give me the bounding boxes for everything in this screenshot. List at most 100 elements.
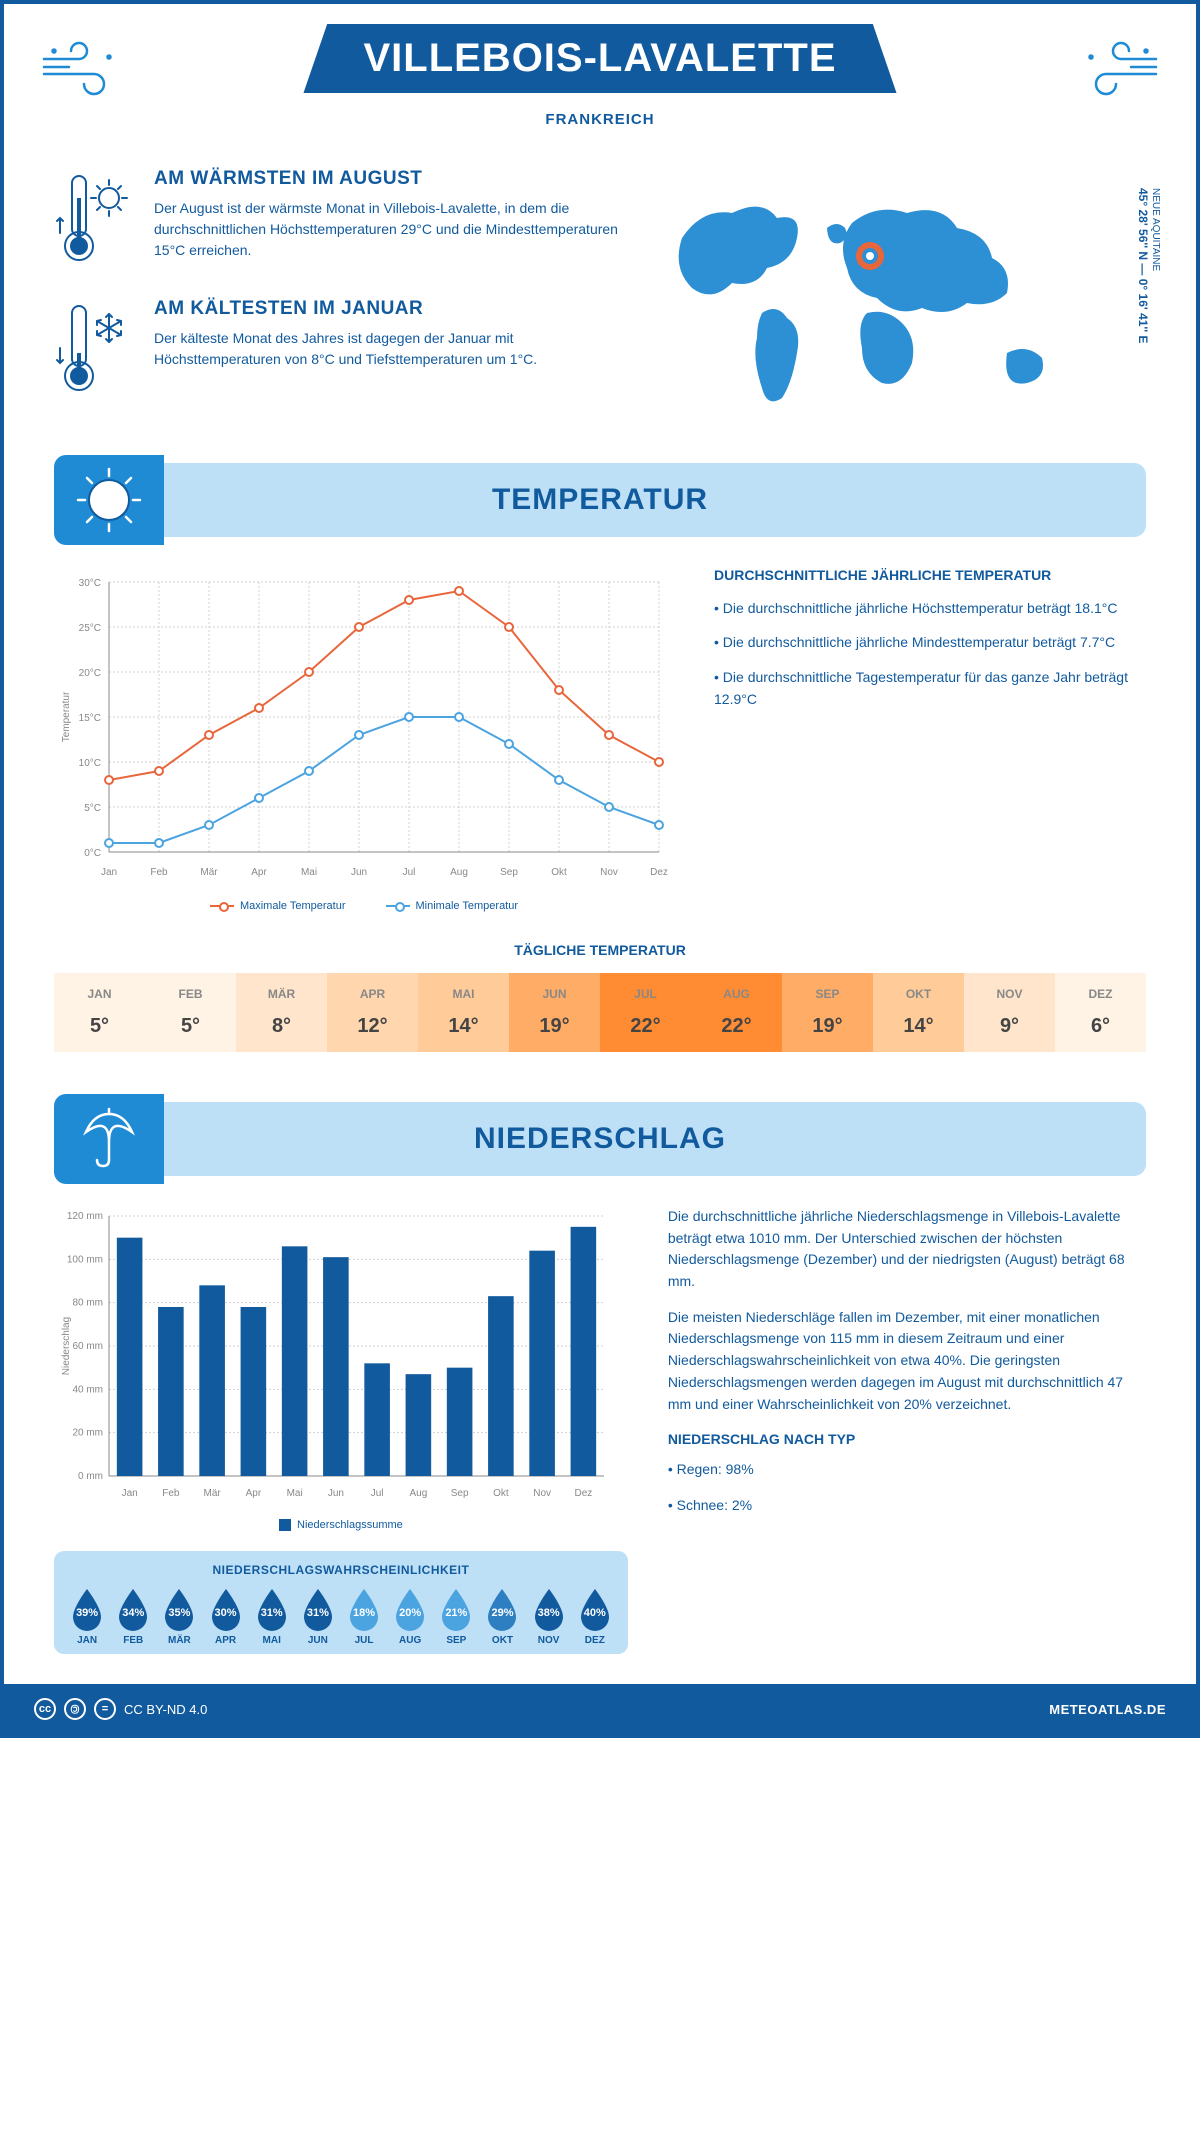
temp-legend: Maximale Temperatur Minimale Temperatur xyxy=(54,900,674,912)
svg-text:120 mm: 120 mm xyxy=(67,1211,103,1222)
svg-text:100 mm: 100 mm xyxy=(67,1254,103,1265)
coordinates: NEUE AQUITAINE 45° 28' 56'' N — 0° 16' 4… xyxy=(1136,188,1161,343)
daily-temp-cell: OKT14° xyxy=(873,973,964,1052)
svg-text:Jul: Jul xyxy=(371,1488,384,1499)
cold-fact-text: AM KÄLTESTEN IM JANUAR Der kälteste Mona… xyxy=(154,298,622,403)
umbrella-icon xyxy=(54,1094,164,1184)
daily-temp-cell: MÄR8° xyxy=(236,973,327,1052)
temperature-summary: DURCHSCHNITTLICHE JÄHRLICHE TEMPERATUR •… xyxy=(714,567,1146,912)
svg-text:Dez: Dez xyxy=(650,867,668,878)
svg-text:Nov: Nov xyxy=(600,867,618,878)
precipitation-header: NIEDERSCHLAG xyxy=(54,1102,1146,1176)
intro-facts: AM WÄRMSTEN IM AUGUST Der August ist der… xyxy=(54,168,622,433)
svg-text:60 mm: 60 mm xyxy=(72,1341,103,1352)
svg-text:Mai: Mai xyxy=(287,1488,303,1499)
svg-text:80 mm: 80 mm xyxy=(72,1298,103,1309)
warm-fact-body: Der August ist der wärmste Monat in Vill… xyxy=(154,198,622,261)
svg-text:Sep: Sep xyxy=(451,1488,469,1499)
precip-para-1: Die durchschnittliche jährliche Niedersc… xyxy=(668,1206,1146,1293)
warm-fact: AM WÄRMSTEN IM AUGUST Der August ist der… xyxy=(54,168,622,273)
probability-cell: 21% SEP xyxy=(433,1587,479,1646)
thermometer-cold-icon xyxy=(54,298,134,403)
probability-cell: 40% DEZ xyxy=(572,1587,618,1646)
by-icon: 🄯 xyxy=(64,1698,86,1720)
daily-temp-cell: JAN5° xyxy=(54,973,145,1052)
probability-cell: 38% NOV xyxy=(526,1587,572,1646)
svg-text:Feb: Feb xyxy=(162,1488,180,1499)
nd-icon: = xyxy=(94,1698,116,1720)
probability-cell: 20% AUG xyxy=(387,1587,433,1646)
svg-text:Okt: Okt xyxy=(551,867,567,878)
temperature-line-chart: 0°C5°C10°C15°C20°C25°C30°CJanFebMärAprMa… xyxy=(54,567,674,912)
precipitation-text: Die durchschnittliche jährliche Niedersc… xyxy=(668,1206,1146,1654)
svg-text:Okt: Okt xyxy=(493,1488,509,1499)
license-label: CC BY-ND 4.0 xyxy=(124,1702,207,1717)
probability-cell: 31% MAI xyxy=(249,1587,295,1646)
legend-max: Maximale Temperatur xyxy=(240,900,346,912)
region-label: NEUE AQUITAINE xyxy=(1150,188,1161,339)
precip-legend: Niederschlagssumme xyxy=(54,1519,628,1531)
daily-temp-cell: FEB5° xyxy=(145,973,236,1052)
temp-bullet-2: • Die durchschnittliche jährliche Mindes… xyxy=(714,631,1146,653)
temperature-title: TEMPERATUR xyxy=(74,483,1126,517)
svg-text:5°C: 5°C xyxy=(84,803,101,814)
daily-temp-cell: SEP19° xyxy=(782,973,873,1052)
precipitation-bar-chart: 0 mm20 mm40 mm60 mm80 mm100 mm120 mmNied… xyxy=(54,1206,614,1506)
precip-type-title: NIEDERSCHLAG NACH TYP xyxy=(668,1429,1146,1451)
svg-text:Jan: Jan xyxy=(122,1488,138,1499)
temperature-header: TEMPERATUR xyxy=(54,463,1146,537)
precipitation-left: 0 mm20 mm40 mm60 mm80 mm100 mm120 mmNied… xyxy=(54,1206,628,1654)
daily-temp-cell: JUL22° xyxy=(600,973,691,1052)
svg-text:Mai: Mai xyxy=(301,867,317,878)
daily-temp-strip: JAN5°FEB5°MÄR8°APR12°MAI14°JUN19°JUL22°A… xyxy=(54,973,1146,1052)
daily-temp-cell: DEZ6° xyxy=(1055,973,1146,1052)
cold-fact: AM KÄLTESTEN IM JANUAR Der kälteste Mona… xyxy=(54,298,622,403)
precip-type-1: • Regen: 98% xyxy=(668,1459,1146,1481)
svg-text:30°C: 30°C xyxy=(79,578,101,589)
svg-text:Jan: Jan xyxy=(101,867,117,878)
country-label: FRANKREICH xyxy=(4,111,1196,128)
probability-row: 39% JAN 34% FEB 35% MÄR 30% APR 31% MAI xyxy=(64,1587,618,1646)
svg-text:Mär: Mär xyxy=(204,1488,222,1499)
title-box: VILLEBOIS-LAVALETTE xyxy=(303,24,896,93)
world-map-icon xyxy=(652,168,1112,428)
daily-temp-title: TÄGLICHE TEMPERATUR xyxy=(54,942,1146,958)
svg-text:15°C: 15°C xyxy=(79,713,101,724)
svg-text:0 mm: 0 mm xyxy=(78,1471,103,1482)
footer: cc 🄯 = CC BY-ND 4.0 METEOATLAS.DE xyxy=(4,1684,1196,1734)
footer-license: cc 🄯 = CC BY-ND 4.0 xyxy=(34,1698,207,1720)
sun-icon xyxy=(54,455,164,545)
probability-cell: 31% JUN xyxy=(295,1587,341,1646)
probability-cell: 34% FEB xyxy=(110,1587,156,1646)
page-title: VILLEBOIS-LAVALETTE xyxy=(363,36,836,81)
precip-legend-label: Niederschlagssumme xyxy=(297,1519,403,1531)
precip-type-2: • Schnee: 2% xyxy=(668,1495,1146,1517)
svg-text:Feb: Feb xyxy=(150,867,168,878)
daily-temp-cell: APR12° xyxy=(327,973,418,1052)
svg-text:20 mm: 20 mm xyxy=(72,1428,103,1439)
temp-summary-title: DURCHSCHNITTLICHE JÄHRLICHE TEMPERATUR xyxy=(714,567,1146,583)
daily-temp-cell: MAI14° xyxy=(418,973,509,1052)
probability-cell: 29% OKT xyxy=(479,1587,525,1646)
probability-cell: 39% JAN xyxy=(64,1587,110,1646)
svg-text:Temperatur: Temperatur xyxy=(61,691,72,742)
precip-para-2: Die meisten Niederschläge fallen im Deze… xyxy=(668,1307,1146,1415)
wind-icon-right xyxy=(1071,39,1161,104)
temp-bullet-1: • Die durchschnittliche jährliche Höchst… xyxy=(714,597,1146,619)
svg-text:Jun: Jun xyxy=(328,1488,344,1499)
svg-text:10°C: 10°C xyxy=(79,758,101,769)
daily-temp-cell: JUN19° xyxy=(509,973,600,1052)
svg-text:Sep: Sep xyxy=(500,867,518,878)
svg-text:Aug: Aug xyxy=(450,867,468,878)
intro-row: AM WÄRMSTEN IM AUGUST Der August ist der… xyxy=(54,168,1146,433)
precipitation-title: NIEDERSCHLAG xyxy=(74,1122,1126,1156)
probability-title: NIEDERSCHLAGSWAHRSCHEINLICHKEIT xyxy=(64,1563,618,1577)
svg-text:Nov: Nov xyxy=(533,1488,551,1499)
world-map-panel: NEUE AQUITAINE 45° 28' 56'' N — 0° 16' 4… xyxy=(652,168,1146,433)
cc-icon: cc xyxy=(34,1698,56,1720)
site-label: METEOATLAS.DE xyxy=(1049,1702,1166,1717)
svg-text:Jul: Jul xyxy=(403,867,416,878)
wind-icon-left xyxy=(39,39,129,104)
probability-cell: 18% JUL xyxy=(341,1587,387,1646)
temp-bullet-3: • Die durchschnittliche Tagestemperatur … xyxy=(714,666,1146,711)
